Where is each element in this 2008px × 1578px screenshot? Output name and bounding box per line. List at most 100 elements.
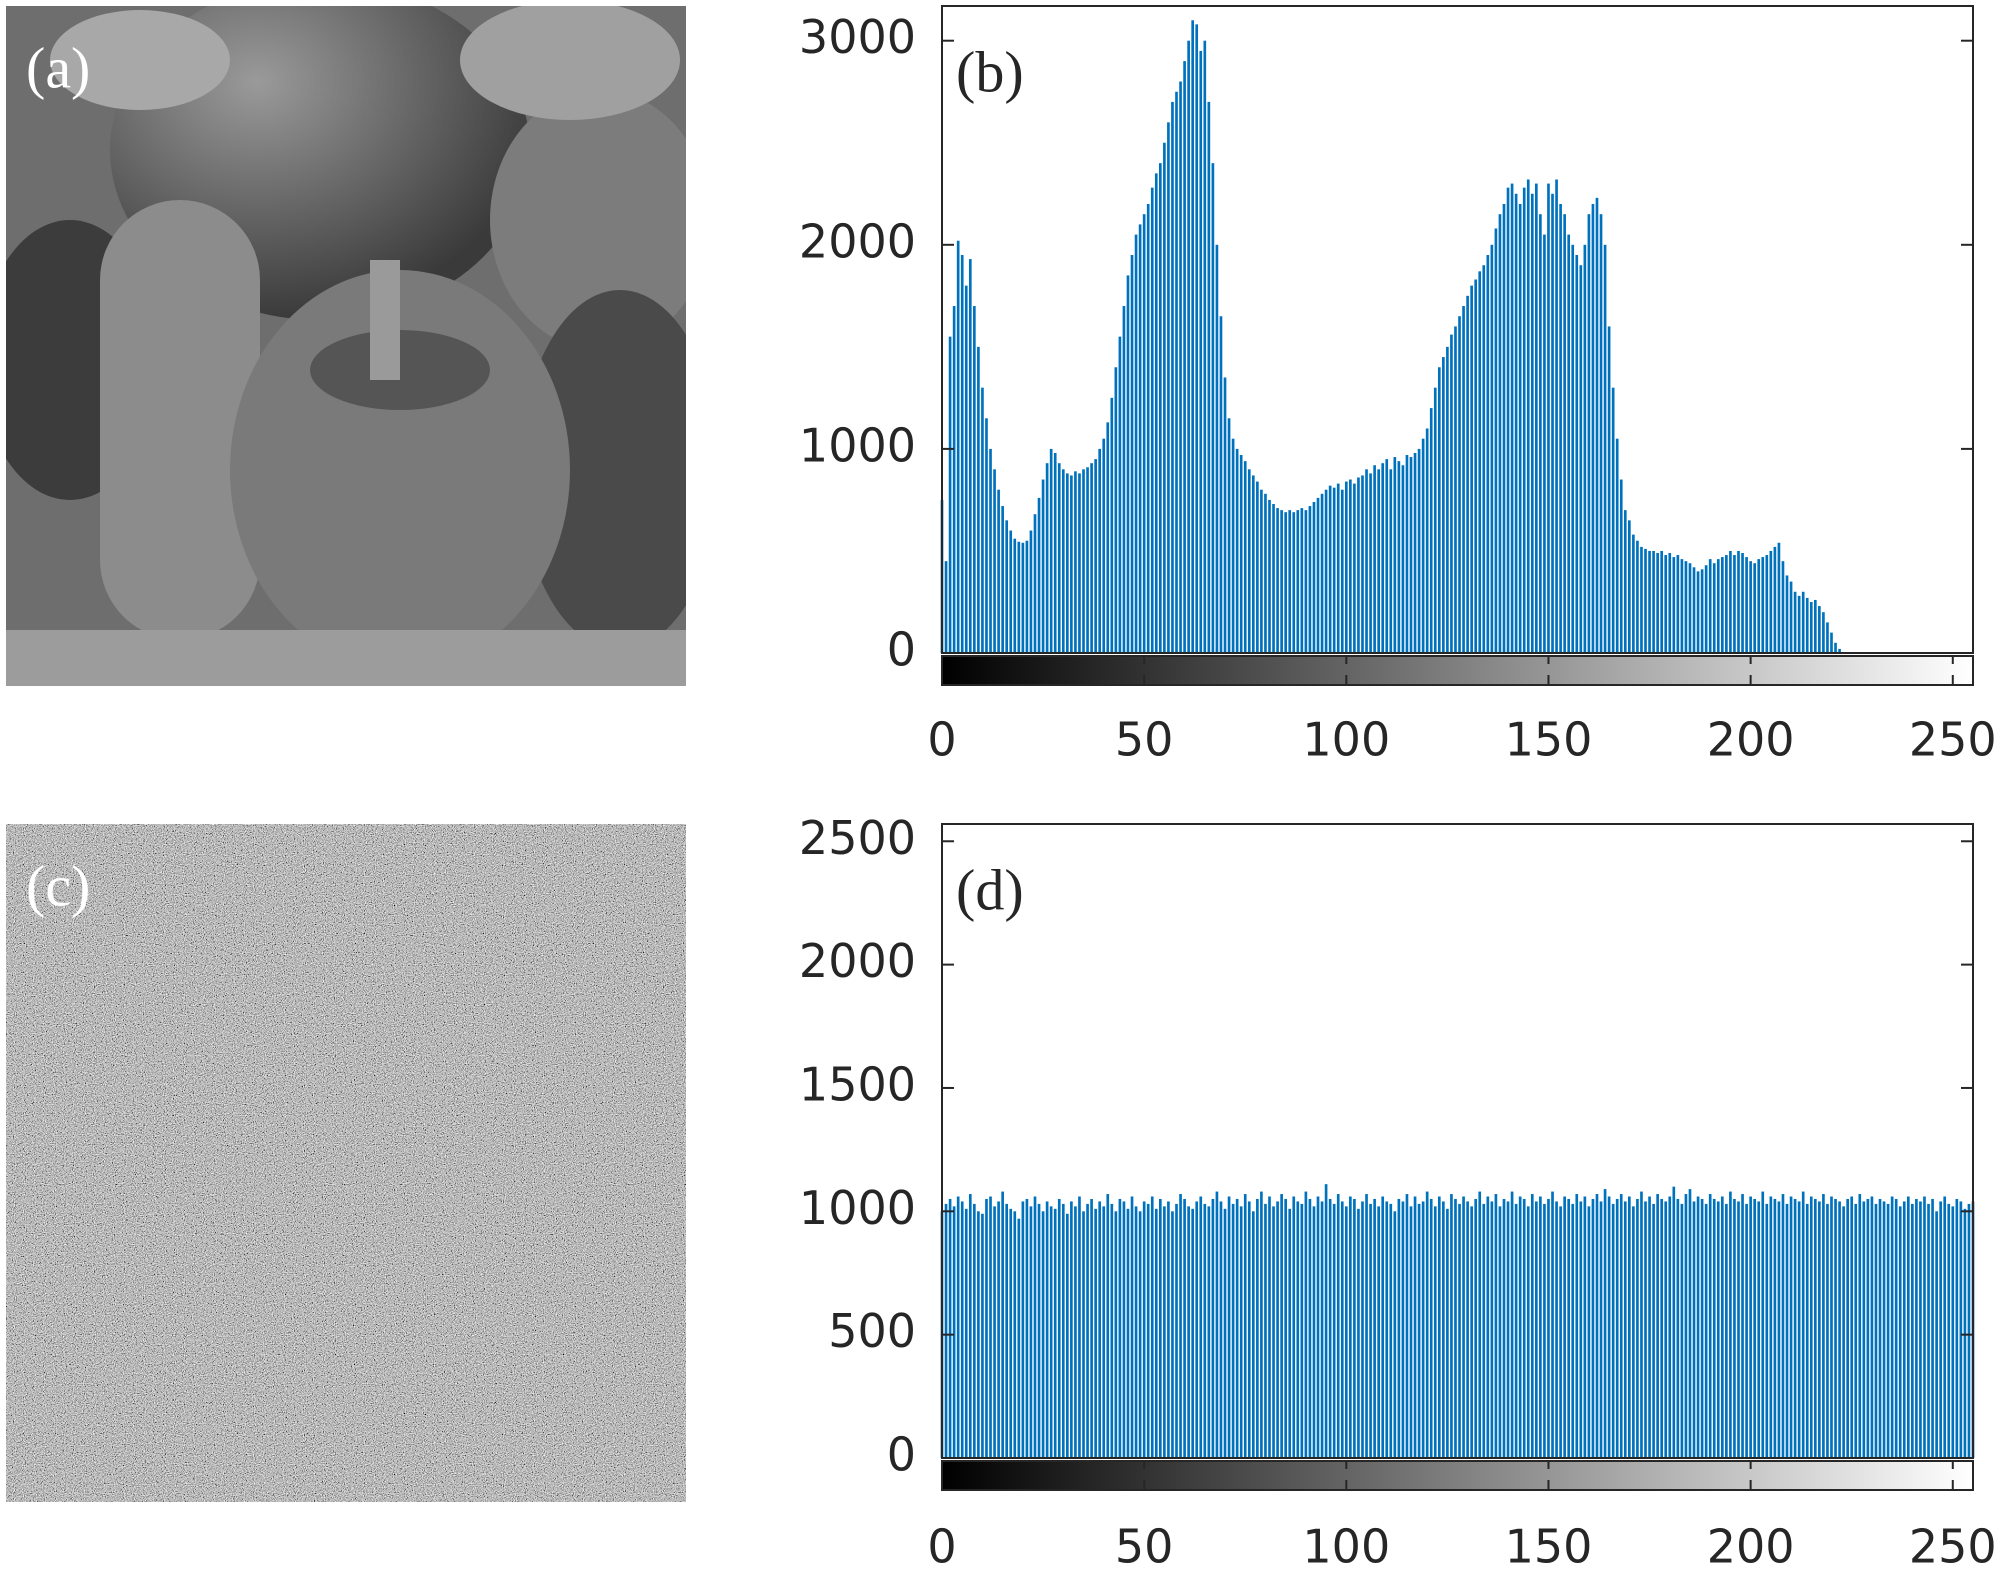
bar (1336, 1194, 1340, 1458)
y-tick-label: 1500 (799, 1057, 916, 1111)
bar (1575, 255, 1579, 653)
bar (1466, 1201, 1469, 1458)
bar (1720, 557, 1724, 653)
bar (964, 1208, 968, 1458)
bar (1805, 597, 1809, 653)
bar (1486, 255, 1490, 653)
bar (1377, 469, 1380, 653)
bar (1114, 1211, 1118, 1458)
bar (1563, 214, 1566, 653)
bar (1163, 142, 1166, 654)
bar (1526, 1206, 1530, 1458)
bar (964, 285, 968, 653)
x-tick-label: 50 (1115, 1520, 1174, 1574)
bar (1462, 306, 1465, 653)
bar (1304, 1191, 1308, 1458)
bar (1021, 542, 1025, 653)
bar (1191, 1208, 1195, 1458)
bar (1268, 1196, 1271, 1458)
bar (1199, 1196, 1203, 1458)
bar (1191, 20, 1195, 654)
bar (1017, 541, 1021, 653)
bar (1486, 1196, 1490, 1458)
bar (1769, 550, 1773, 653)
image-label: (a) (26, 35, 90, 100)
bar (1765, 1203, 1769, 1458)
bar (1818, 1201, 1821, 1458)
bar (1292, 512, 1296, 653)
bar (1708, 1194, 1712, 1458)
bar (1967, 1203, 1971, 1458)
bar (1332, 1203, 1336, 1458)
bar (1336, 483, 1340, 653)
bar (1672, 1186, 1676, 1458)
bar (1118, 1198, 1122, 1458)
bar (1470, 1206, 1473, 1458)
axes-box (941, 5, 1974, 654)
bar (1741, 1194, 1744, 1458)
x-tick-label: 100 (1302, 1520, 1390, 1574)
bar (1187, 1206, 1190, 1458)
bar (1300, 508, 1304, 653)
bar (1365, 1194, 1368, 1458)
bar (1446, 346, 1449, 653)
bar (1284, 1198, 1288, 1458)
bar (1607, 1196, 1611, 1458)
bar (1514, 193, 1518, 653)
bar (1429, 408, 1433, 653)
bar (1692, 567, 1696, 653)
bar (1409, 457, 1413, 653)
y-tick-label: 0 (887, 1428, 916, 1482)
y-tick-label: 2000 (799, 934, 916, 988)
bar (1280, 1194, 1283, 1458)
bar (1510, 183, 1514, 654)
bar (1559, 1206, 1562, 1458)
bar (1652, 550, 1655, 653)
bar (981, 387, 984, 653)
bar (1296, 1201, 1300, 1458)
bar (1158, 163, 1162, 654)
bar (1518, 203, 1522, 654)
bar (1110, 1203, 1114, 1458)
bar (1243, 1194, 1247, 1458)
bar (1171, 1211, 1174, 1458)
bar (1328, 485, 1332, 653)
bar (1636, 540, 1639, 653)
bar (1324, 1184, 1328, 1458)
bar (1247, 1201, 1251, 1458)
bar (1037, 1203, 1041, 1458)
bar (997, 489, 1000, 653)
bar (1393, 1211, 1397, 1458)
bar (1122, 1201, 1126, 1458)
bar (1215, 1191, 1219, 1458)
bar (1599, 1201, 1603, 1458)
bar (1826, 622, 1829, 653)
bar (1442, 357, 1445, 653)
bar (1700, 569, 1704, 653)
bar (1700, 1198, 1704, 1458)
bar (1668, 552, 1672, 653)
bar (1066, 1213, 1069, 1458)
bar (1753, 563, 1757, 653)
bar (1094, 1208, 1097, 1458)
bar (1074, 471, 1077, 653)
bar (1417, 1203, 1421, 1458)
bar (1490, 244, 1494, 654)
bar (1057, 463, 1061, 653)
bar (1466, 295, 1469, 653)
bar (1834, 1198, 1837, 1458)
bar (1373, 465, 1376, 653)
bar (1539, 214, 1542, 653)
bar (1074, 1206, 1077, 1458)
bar (1543, 234, 1546, 653)
bar (1389, 469, 1393, 653)
bar (1320, 1201, 1324, 1458)
bar (1203, 1203, 1207, 1458)
bar (1256, 1198, 1259, 1458)
bar (1239, 455, 1243, 653)
bar (1603, 1189, 1607, 1458)
bar (1041, 479, 1045, 653)
bar (1078, 473, 1081, 653)
bar (1737, 1201, 1740, 1458)
x-tick-label: 50 (1115, 713, 1174, 767)
